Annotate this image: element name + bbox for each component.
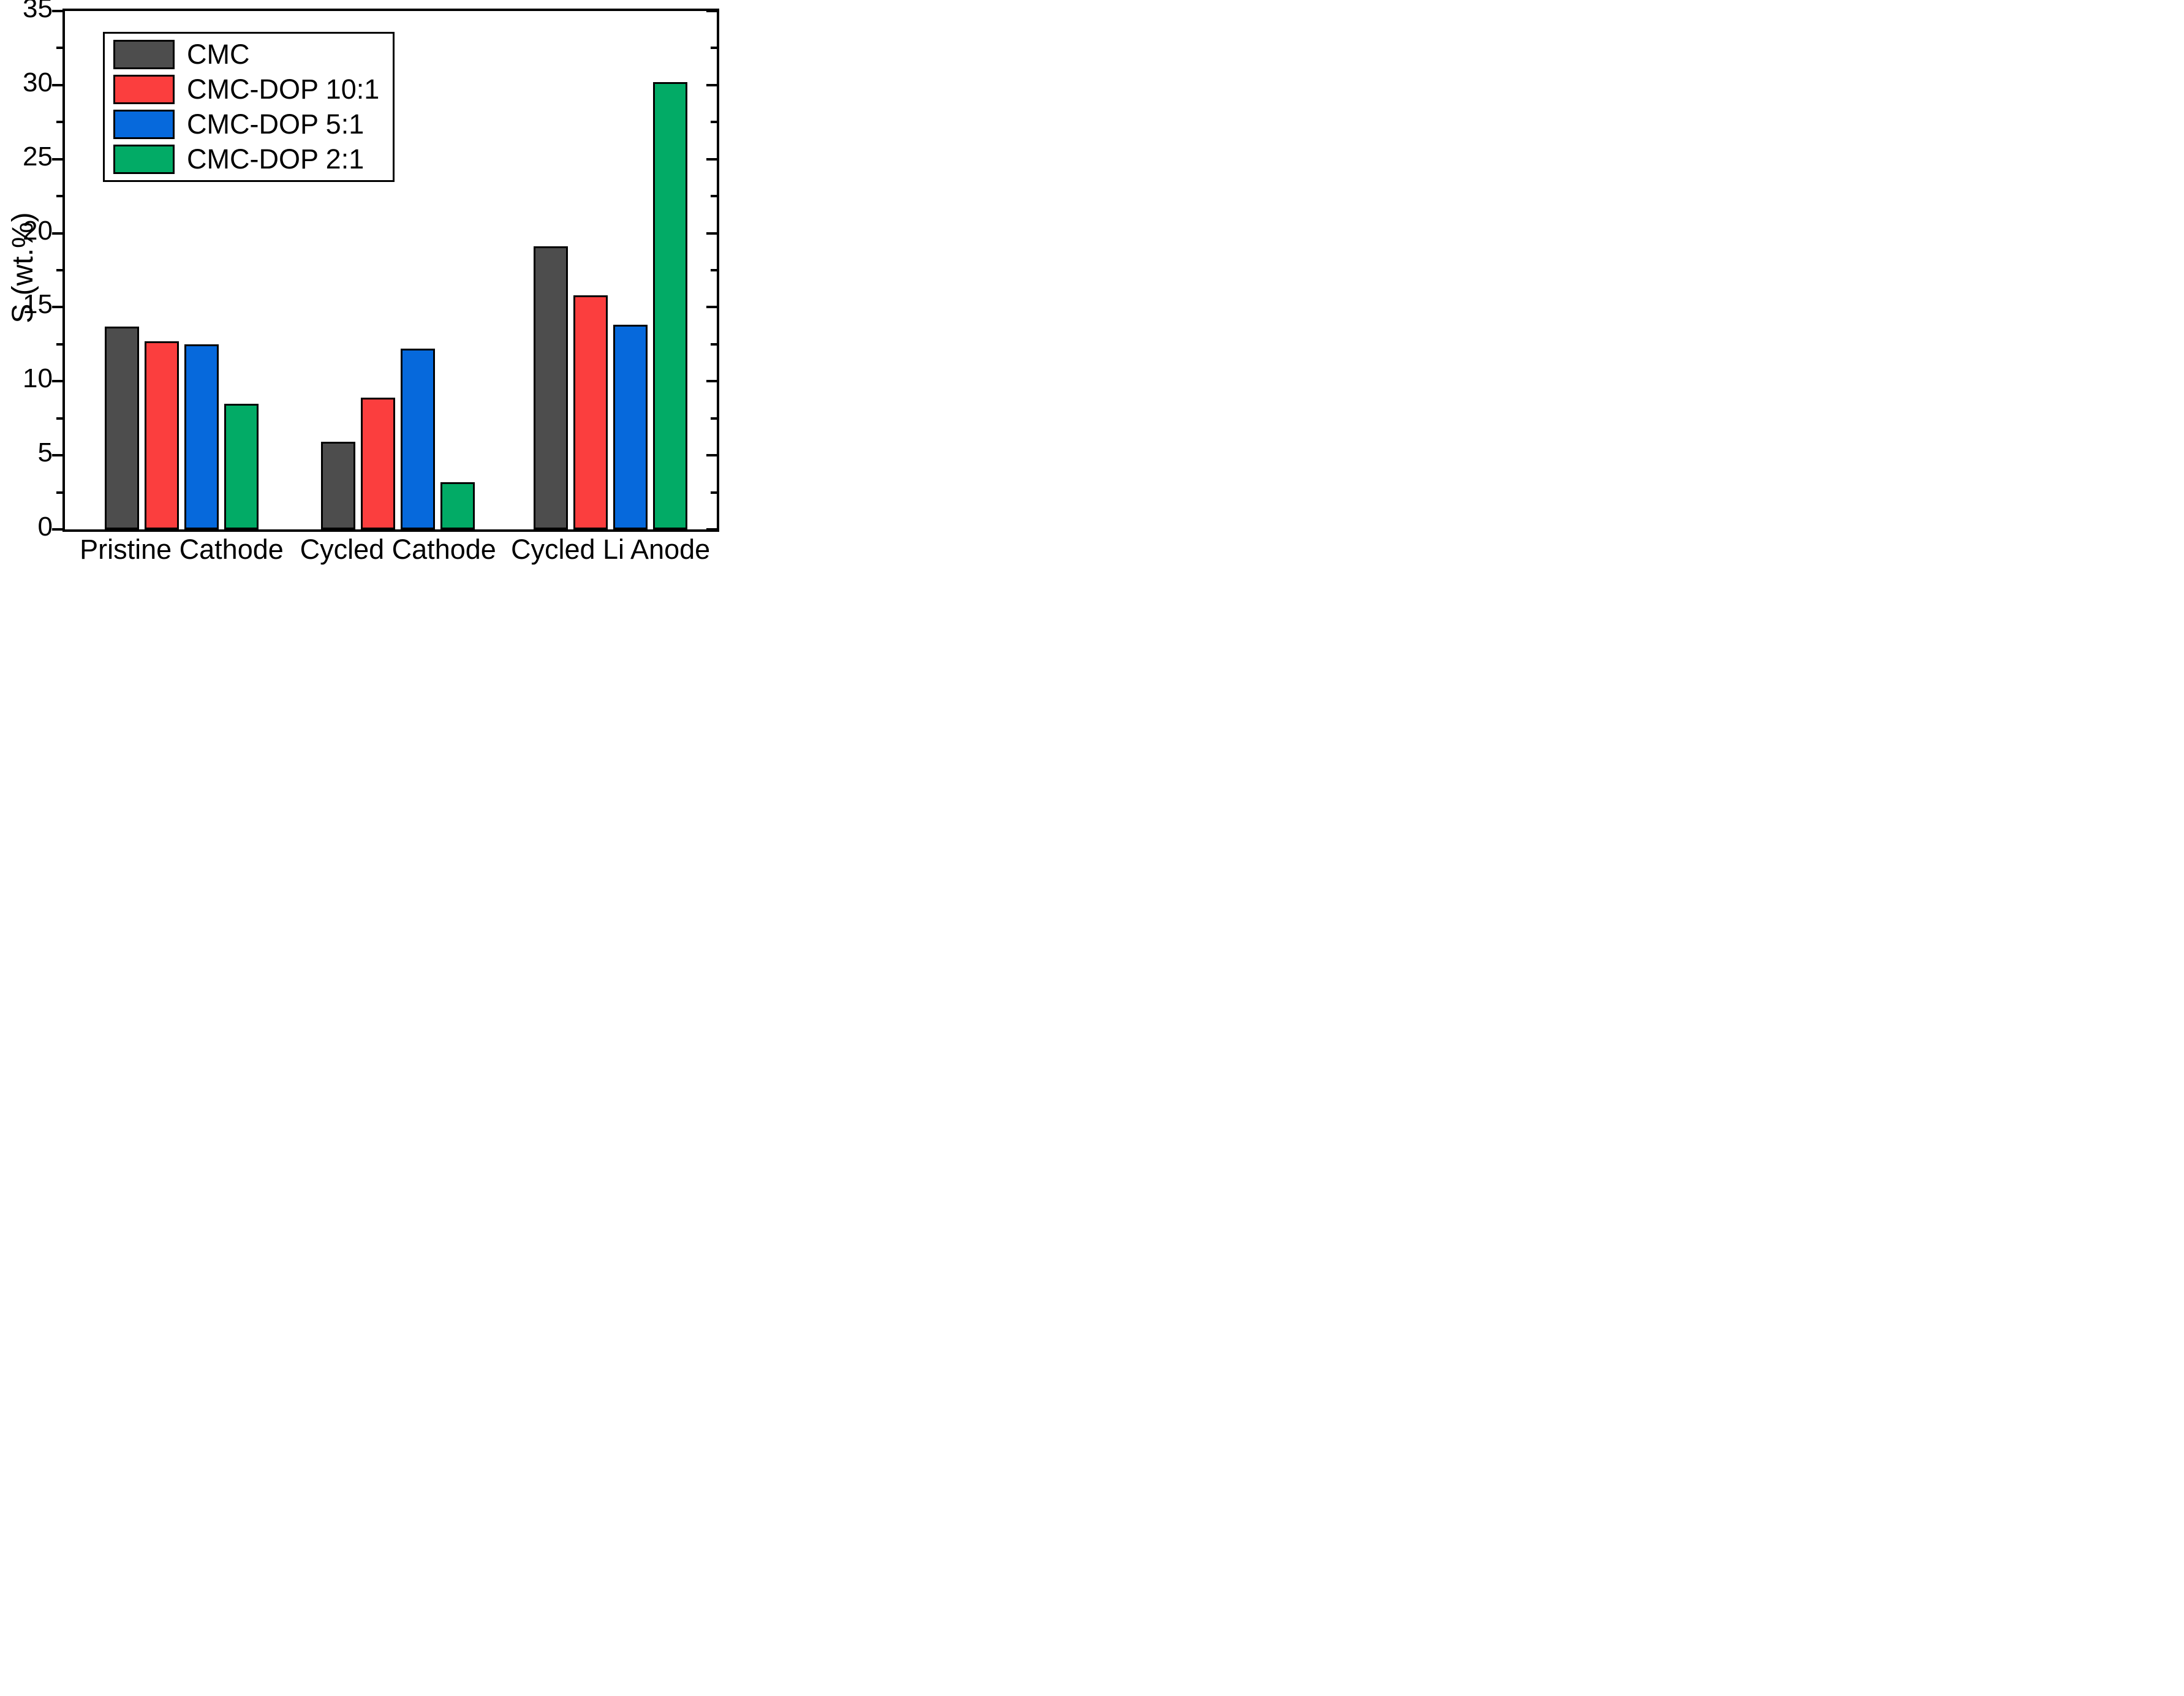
y-minor-tick-left — [56, 195, 62, 198]
legend-swatch — [113, 110, 175, 139]
bar — [534, 246, 569, 529]
bar — [104, 327, 139, 529]
bar — [184, 344, 219, 529]
y-major-tick-right — [706, 10, 717, 12]
y-minor-tick-right — [711, 121, 717, 124]
bar — [401, 349, 436, 529]
y-major-tick-right — [706, 306, 717, 309]
legend-swatch — [113, 145, 175, 174]
y-major-tick-left — [52, 10, 62, 12]
x-category-label: Cycled Cathode — [300, 534, 496, 565]
y-major-tick-right — [706, 83, 717, 86]
y-minor-tick-left — [56, 121, 62, 124]
y-minor-tick-left — [56, 491, 62, 494]
y-major-tick-left — [52, 528, 62, 531]
bar — [613, 325, 648, 529]
y-major-tick-right — [706, 528, 717, 531]
legend-label: CMC-DOP 10:1 — [187, 74, 380, 105]
bar — [144, 341, 179, 529]
y-tick-label: 20 — [23, 215, 53, 246]
legend: CMC CMC-DOP 10:1 CMC-DOP 5:1 CMC-DOP 2:1 — [103, 32, 395, 182]
y-major-tick-left — [52, 380, 62, 383]
y-minor-tick-left — [56, 343, 62, 346]
bar-chart-figure: S (wt.%) CMC CMC-DOP 10:1 CMC-DOP 5:1 CMC-D… — [0, 0, 728, 566]
y-major-tick-left — [52, 157, 62, 161]
legend-item: CMC — [113, 40, 379, 69]
y-minor-tick-left — [56, 417, 62, 420]
y-major-tick-right — [706, 454, 717, 457]
y-tick-label: 25 — [23, 141, 53, 172]
y-tick-label: 15 — [23, 289, 53, 320]
y-major-tick-right — [706, 232, 717, 235]
bar — [361, 398, 396, 529]
y-major-tick-right — [706, 157, 717, 161]
y-minor-tick-right — [711, 491, 717, 494]
x-category-label: Pristine Cathode — [80, 534, 284, 565]
y-minor-tick-right — [711, 195, 717, 198]
legend-label: CMC-DOP 5:1 — [187, 108, 365, 140]
y-major-tick-left — [52, 232, 62, 235]
plot-area: CMC CMC-DOP 10:1 CMC-DOP 5:1 CMC-DOP 2:1 — [52, 9, 719, 532]
y-minor-tick-right — [711, 417, 717, 420]
bar — [321, 442, 356, 529]
y-minor-tick-left — [56, 269, 62, 271]
y-tick-label: 10 — [23, 363, 53, 394]
y-tick-label: 30 — [23, 67, 53, 97]
legend-item: CMC-DOP 5:1 — [113, 110, 379, 139]
legend-swatch — [113, 75, 175, 104]
legend-swatch — [113, 40, 175, 69]
y-major-tick-left — [52, 83, 62, 86]
bar — [440, 482, 475, 529]
y-minor-tick-right — [711, 269, 717, 271]
y-minor-tick-right — [711, 343, 717, 346]
y-minor-tick-right — [711, 47, 717, 50]
legend-item: CMC-DOP 10:1 — [113, 75, 379, 104]
bar — [653, 82, 688, 529]
bar — [224, 404, 259, 529]
y-minor-tick-left — [56, 47, 62, 50]
y-major-tick-left — [52, 454, 62, 457]
legend-label: CMC — [187, 39, 250, 70]
y-major-tick-left — [52, 306, 62, 309]
legend-label: CMC-DOP 2:1 — [187, 143, 365, 175]
x-category-label: Cycled Li Anode — [510, 534, 711, 565]
legend-item: CMC-DOP 2:1 — [113, 145, 379, 174]
y-tick-label: 5 — [37, 437, 53, 468]
bar — [573, 295, 608, 529]
y-tick-label: 35 — [23, 0, 53, 23]
y-major-tick-right — [706, 380, 717, 383]
y-tick-label: 0 — [37, 512, 53, 542]
